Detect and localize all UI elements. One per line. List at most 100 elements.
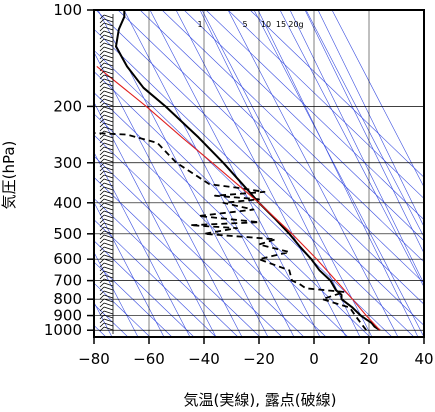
x-tick-label: −20 (243, 350, 275, 368)
wind-barb (99, 246, 114, 252)
mixing-ratio-labels: 1 5 10 15 20g (197, 20, 303, 29)
mixing-ratio-label: 20g (288, 20, 303, 29)
wind-barb (99, 258, 114, 264)
adiabat-line (117, 10, 424, 305)
adiabat-line (94, 198, 239, 337)
moist-adiabat-line (94, 251, 139, 337)
wind-barb (99, 90, 114, 96)
y-tick-label: 100 (53, 1, 82, 19)
moist-adiabat-line (94, 51, 243, 337)
wind-barb (99, 278, 114, 284)
wind-barb (99, 162, 114, 168)
wind-barb (99, 18, 114, 24)
wind-barb (99, 58, 114, 64)
mixing-ratio-label: 1 (197, 20, 202, 29)
wind-barb (99, 262, 114, 268)
y-tick-label: 400 (53, 194, 82, 212)
wind-barb (99, 166, 114, 172)
wind-barb (99, 30, 114, 36)
wind-barb (99, 158, 114, 164)
moist-adiabat-line (253, 10, 424, 337)
moist-adiabat-line (94, 201, 165, 337)
x-tick-label: 20 (359, 350, 378, 368)
wind-barb (99, 118, 114, 124)
x-tick-label: −80 (78, 350, 110, 368)
moist-adiabat-line (305, 10, 424, 238)
wind-barb (99, 14, 114, 20)
x-tick-label: 40 (414, 350, 433, 368)
adiabat-line (94, 28, 415, 337)
wind-barb (99, 78, 114, 84)
mixing-ratio-line (304, 10, 424, 254)
wind-barb (99, 114, 114, 120)
y-tick-label: 300 (53, 154, 82, 172)
wind-barb (99, 66, 114, 72)
adiabat-line (94, 134, 305, 337)
wind-barb (99, 134, 114, 140)
adiabat-line (161, 10, 424, 263)
dewpoint-line (94, 132, 368, 331)
wind-barb (99, 282, 114, 288)
y-tick-label: 1000 (44, 321, 82, 339)
x-tick-label: −40 (188, 350, 220, 368)
mixing-ratio-line (257, 10, 419, 337)
wind-barb (99, 174, 114, 180)
wind-barb (99, 306, 114, 312)
wind-barb (99, 326, 114, 332)
wind-barb (99, 250, 114, 256)
wind-barb (99, 170, 114, 176)
moist-adiabat-line (279, 10, 424, 288)
adiabat-line (94, 113, 327, 337)
wind-barb (99, 242, 114, 248)
adiabat-line (183, 10, 424, 242)
wind-barb (99, 274, 114, 280)
wind-barb (99, 102, 114, 108)
wind-barb (99, 198, 114, 204)
wind-barb (99, 310, 114, 316)
wind-barb (99, 110, 114, 116)
wind-barb (99, 294, 114, 300)
wind-barb (99, 34, 114, 40)
wind-barb (99, 122, 114, 128)
y-tick-label: 200 (53, 97, 82, 115)
wind-barb (99, 50, 114, 56)
moist-adiabat-line (227, 10, 399, 337)
wind-barb (99, 230, 114, 236)
wind-barb (99, 146, 114, 152)
mixing-ratio-line (199, 10, 361, 337)
y-tick-label: 600 (53, 250, 82, 268)
wind-barb (99, 46, 114, 52)
y-tick-label: 900 (53, 307, 82, 325)
temperature-line (115, 10, 381, 332)
adiabat-line (94, 261, 173, 337)
wind-barb (99, 182, 114, 188)
wind-barb (99, 26, 114, 32)
wind-barb (99, 190, 114, 196)
wind-barb (99, 206, 114, 212)
wind-barb (99, 70, 114, 76)
adiabat-line (95, 10, 424, 326)
wind-barb (99, 214, 114, 220)
wind-barb (99, 302, 114, 308)
mixing-ratio-label: 5 (242, 20, 247, 29)
moist-adiabat-line (94, 151, 191, 337)
wind-barb (99, 298, 114, 304)
grid-lines (93, 9, 425, 337)
x-axis-title: 気温(実線), 露点(破線) (184, 391, 337, 409)
adiabat-line (94, 240, 195, 337)
wind-barb (99, 82, 114, 88)
wind-barb (99, 222, 114, 228)
wind-barb (99, 318, 114, 324)
wind-barb (99, 266, 114, 272)
wind-barb (99, 186, 114, 192)
wind-barb (99, 126, 114, 132)
wind-barb (99, 38, 114, 44)
moist-adiabat-line (149, 10, 321, 337)
moist-adiabat-line (201, 10, 373, 337)
wind-barb (99, 74, 114, 80)
wind-barb (99, 270, 114, 276)
moist-adiabat-line (123, 10, 295, 337)
y-axis-title: 気圧(hPa) (0, 141, 18, 210)
wind-barb (99, 322, 114, 328)
